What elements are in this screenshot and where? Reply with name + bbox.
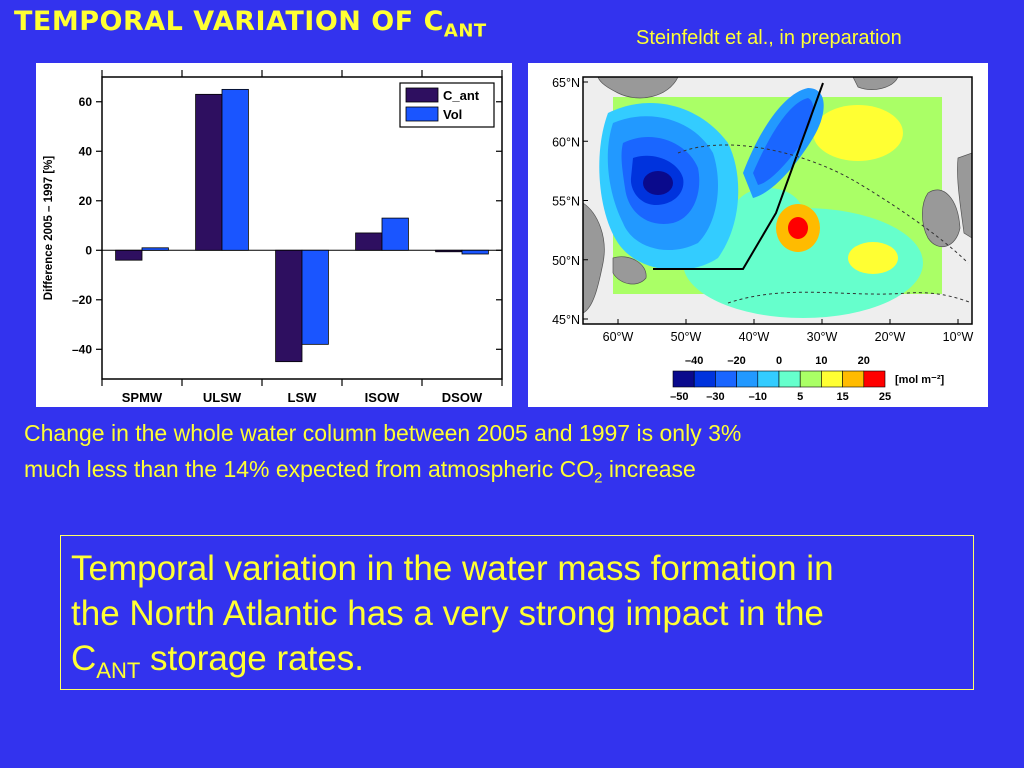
box-line-1: Temporal variation in the water mass for…: [71, 549, 834, 588]
legend-label: C_ant: [443, 88, 480, 103]
colorbar-swatch: [672, 370, 695, 388]
greenland-land: [597, 77, 679, 99]
legend-label: Vol: [443, 107, 462, 122]
legend-swatch: [405, 106, 439, 122]
legend: C_ant Vol: [399, 82, 495, 128]
x-tick-label: SPMW: [122, 390, 163, 405]
colorbar-bottom-label: 5: [797, 391, 803, 403]
colorbar-unit: [mol m⁻²]: [895, 374, 945, 386]
y-tick-label: –20: [72, 293, 92, 307]
bar-vol-spmw: [141, 247, 169, 251]
colorbar-swatch: [757, 370, 780, 388]
section-track: [653, 82, 824, 270]
lon-label: 40°W: [739, 330, 770, 344]
bar-c-ant-dsow: [435, 249, 463, 253]
lat-label: 65°N: [552, 76, 580, 90]
newfoundland-land: [612, 256, 647, 285]
bar-c-ant-spmw: [115, 249, 143, 261]
y-tick-label: 40: [79, 144, 93, 158]
colorbar-swatch: [693, 370, 716, 388]
colorbar-swatch: [778, 370, 801, 388]
colorbar-swatch: [842, 370, 865, 388]
colorbar-swatch: [799, 370, 822, 388]
colorbar-bottom-label: –50: [670, 391, 688, 403]
bar-c-ant-lsw: [275, 249, 303, 363]
lon-label: 20°W: [875, 330, 906, 344]
x-tick-label: ISOW: [365, 390, 400, 405]
colorbar-top-label: 10: [815, 355, 827, 367]
bar-vol-lsw: [301, 249, 329, 345]
lon-label: 30°W: [807, 330, 838, 344]
bar-c-ant-ulsw: [195, 93, 223, 251]
bar-vol-isow: [381, 217, 409, 251]
colorbar-bottom-label: 15: [836, 391, 848, 403]
credit-text: Steinfeldt et al., in preparation: [636, 27, 902, 49]
bar-c-ant-isow: [355, 232, 383, 251]
map-field: [583, 77, 972, 324]
colorbar-top-label: 20: [858, 355, 870, 367]
lon-label: 10°W: [943, 330, 974, 344]
colorbar-bottom-label: –10: [749, 391, 767, 403]
box-line-2: the North Atlantic has a very strong imp…: [71, 594, 824, 633]
lat-label: 55°N: [552, 195, 580, 209]
y-tick-label: –40: [72, 342, 92, 356]
bar-chart-panel: –40 –20 0 20 40 60 SPMW ULSW LSW ISOW DSOW Differen…: [36, 63, 512, 407]
contour-line: [677, 144, 969, 264]
cant-map: 65°N 60°N 55°N 50°N 45°N 60°W 50°W 40°W 30°W 20°W…: [552, 76, 974, 403]
note-line-1: Change in the whole water column between…: [24, 420, 742, 446]
colorbar-swatch: [715, 370, 737, 388]
lon-label: 60°W: [603, 330, 634, 344]
lat-label: 60°N: [552, 135, 580, 149]
note-line-2: much less than the 14% expected from atm…: [24, 456, 696, 487]
field-region: [683, 208, 923, 318]
y-tick-label: 0: [85, 243, 92, 257]
slide-title: TEMPORAL VARIATION OF CANT: [14, 6, 487, 42]
field-region: [788, 217, 808, 239]
x-tick-label: ULSW: [203, 390, 242, 405]
lon-label: 50°W: [671, 330, 702, 344]
y-axis-label: Difference 2005 – 1997 [%]: [43, 156, 55, 301]
field-region: [848, 242, 898, 274]
colorbar-swatch: [736, 370, 759, 388]
map-panel: 65°N 60°N 55°N 50°N 45°N 60°W 50°W 40°W 30°W 20°W…: [528, 63, 988, 407]
x-tick-label: LSW: [288, 390, 318, 405]
labrador-land: [583, 202, 605, 314]
bar-vol-ulsw: [221, 88, 249, 251]
y-tick-label: 60: [79, 95, 93, 109]
y-tick-label: 20: [79, 194, 93, 208]
colorbar-top-label: 0: [776, 355, 782, 367]
lat-label: 50°N: [552, 254, 580, 268]
box-line-3: CANT storage rates.: [71, 639, 365, 683]
bar-vol-dsow: [461, 249, 489, 255]
bar-chart: –40 –20 0 20 40 60 SPMW ULSW LSW ISOW DSOW Differen…: [43, 70, 503, 405]
europe-land: [957, 152, 972, 239]
plot-frame: [101, 76, 503, 380]
x-tick-label: DSOW: [442, 390, 483, 405]
conclusion-box: Temporal variation in the water mass for…: [60, 535, 974, 690]
colorbar-top-label: –40: [685, 355, 703, 367]
colorbar-swatch: [863, 370, 886, 388]
colorbar-swatch: [821, 370, 843, 388]
field-region: [813, 105, 903, 161]
colorbar-top-label: –20: [727, 355, 745, 367]
summary-note: Change in the whole water column between…: [24, 415, 741, 497]
colorbar-bottom-label: –30: [706, 391, 724, 403]
lat-label: 45°N: [552, 313, 580, 327]
field-region: [643, 171, 673, 195]
colorbar-bottom-label: 25: [879, 391, 891, 403]
field-region: [753, 98, 814, 185]
legend-swatch: [405, 87, 439, 103]
